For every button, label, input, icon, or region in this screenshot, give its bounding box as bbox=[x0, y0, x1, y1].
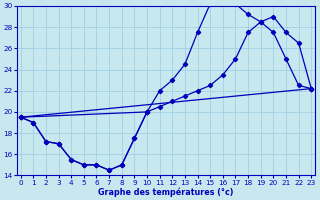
X-axis label: Graphe des températures (°c): Graphe des températures (°c) bbox=[98, 187, 234, 197]
